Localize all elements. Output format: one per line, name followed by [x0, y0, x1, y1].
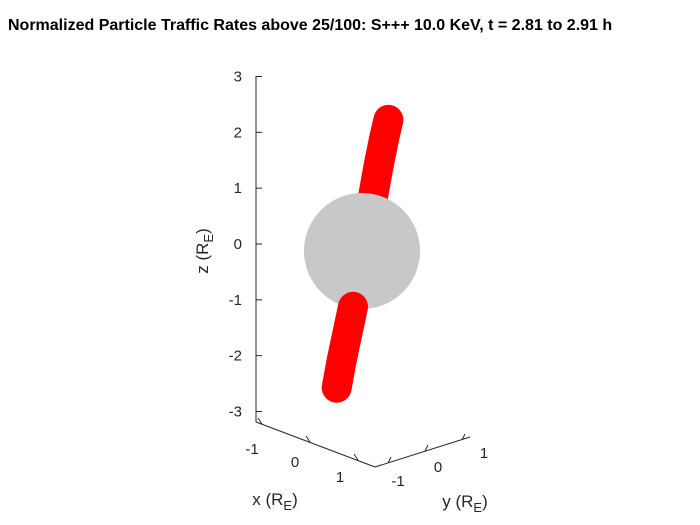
y-axis-label: y (RE) — [442, 492, 488, 515]
y-tick-label: 0 — [434, 459, 442, 476]
data-point — [322, 373, 351, 402]
y-axis-ticks: -1 0 1 — [387, 433, 488, 490]
data-point — [333, 320, 362, 349]
z-axis: 3 2 1 0 -1 -2 -3 z (RE) — [193, 69, 262, 422]
data-point — [374, 105, 403, 134]
x-tick — [305, 435, 311, 443]
chart-title: Normalized Particle Traffic Rates above … — [8, 17, 612, 34]
y-tick — [424, 444, 429, 452]
x-tick-label: 0 — [291, 454, 299, 471]
x-tick — [257, 417, 263, 425]
z-axis-ticks: 3 2 1 0 -1 -2 -3 — [229, 69, 262, 421]
x-axis-label: x (RE) — [252, 490, 298, 513]
z-tick-label: -2 — [229, 348, 242, 365]
y-tick-label: 1 — [480, 445, 488, 462]
z-axis-label: z (RE) — [193, 228, 216, 274]
z-tick-label: -3 — [229, 404, 242, 421]
data-point — [364, 153, 393, 182]
earth-sphere — [304, 193, 420, 309]
z-tick-label: 3 — [234, 69, 242, 86]
data-point — [339, 292, 367, 321]
y-tick — [387, 456, 392, 464]
x-tick-label: -1 — [245, 441, 258, 458]
z-tick-label: 1 — [234, 180, 242, 197]
y-axis: -1 0 1 y (RE) — [374, 433, 488, 515]
y-tick — [461, 433, 466, 441]
x-axis: -1 0 1 x (RE) — [245, 417, 376, 513]
data-point — [327, 348, 356, 377]
x-axis-ticks: -1 0 1 — [245, 417, 359, 486]
z-tick-label: -1 — [229, 292, 242, 309]
z-tick-label: 2 — [234, 124, 242, 141]
x-tick-label: 1 — [336, 469, 344, 486]
plot-area — [304, 104, 420, 403]
x-tick — [353, 453, 359, 461]
z-tick-label: 0 — [234, 236, 242, 253]
y-tick-label: -1 — [391, 473, 404, 490]
